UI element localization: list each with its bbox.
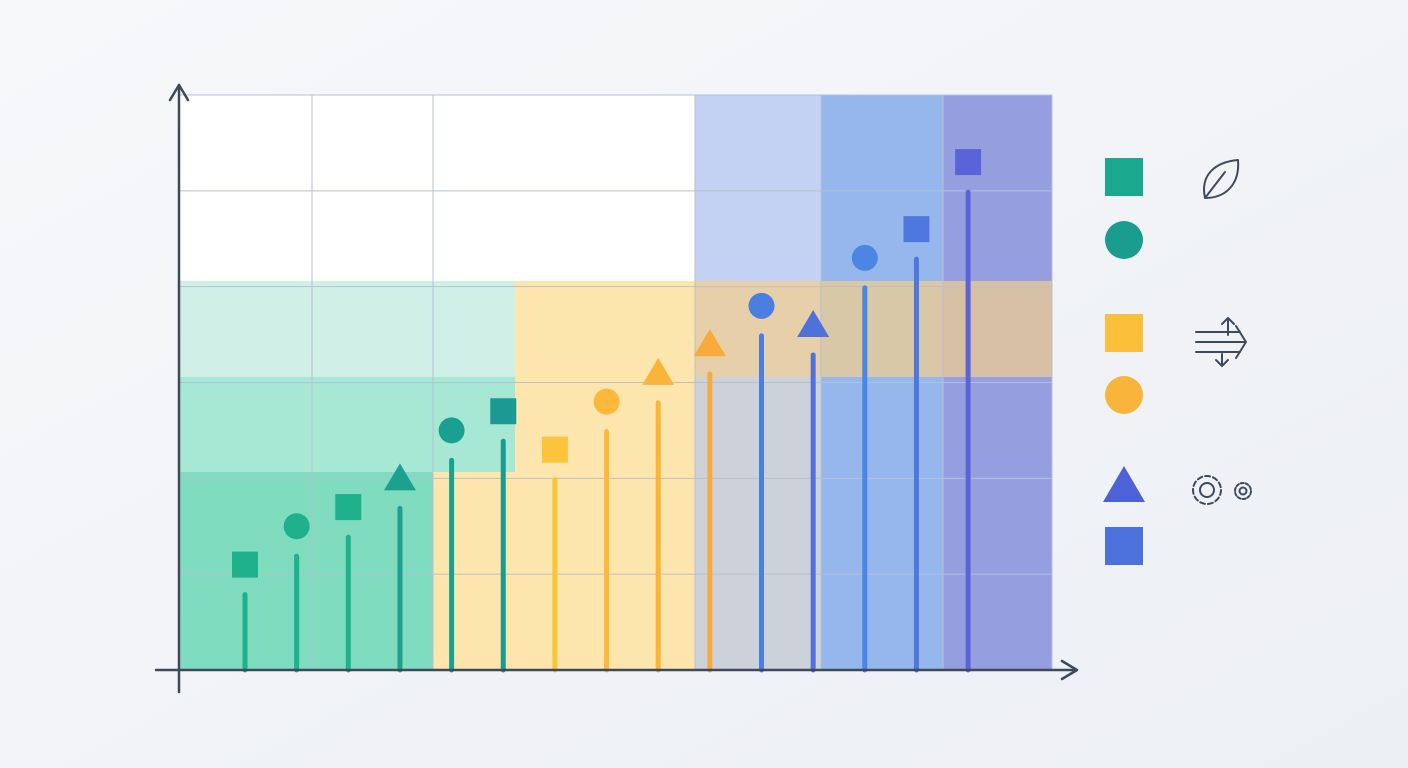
marker: [797, 310, 830, 337]
marker: [642, 357, 675, 385]
marks: [232, 149, 982, 673]
legend: [1103, 158, 1252, 565]
marker: [903, 216, 930, 243]
marker: [851, 244, 878, 271]
grid: [180, 94, 1052, 671]
marker: [693, 329, 726, 357]
marker: [490, 398, 517, 425]
marker: [335, 494, 362, 521]
axes: [154, 83, 1079, 694]
marker: [438, 417, 465, 444]
marker: [283, 513, 310, 540]
marker: [541, 436, 568, 463]
marker: [955, 149, 982, 176]
marker: [748, 292, 775, 319]
marker: [383, 463, 416, 491]
marker: [232, 551, 258, 578]
marker: [593, 388, 620, 415]
